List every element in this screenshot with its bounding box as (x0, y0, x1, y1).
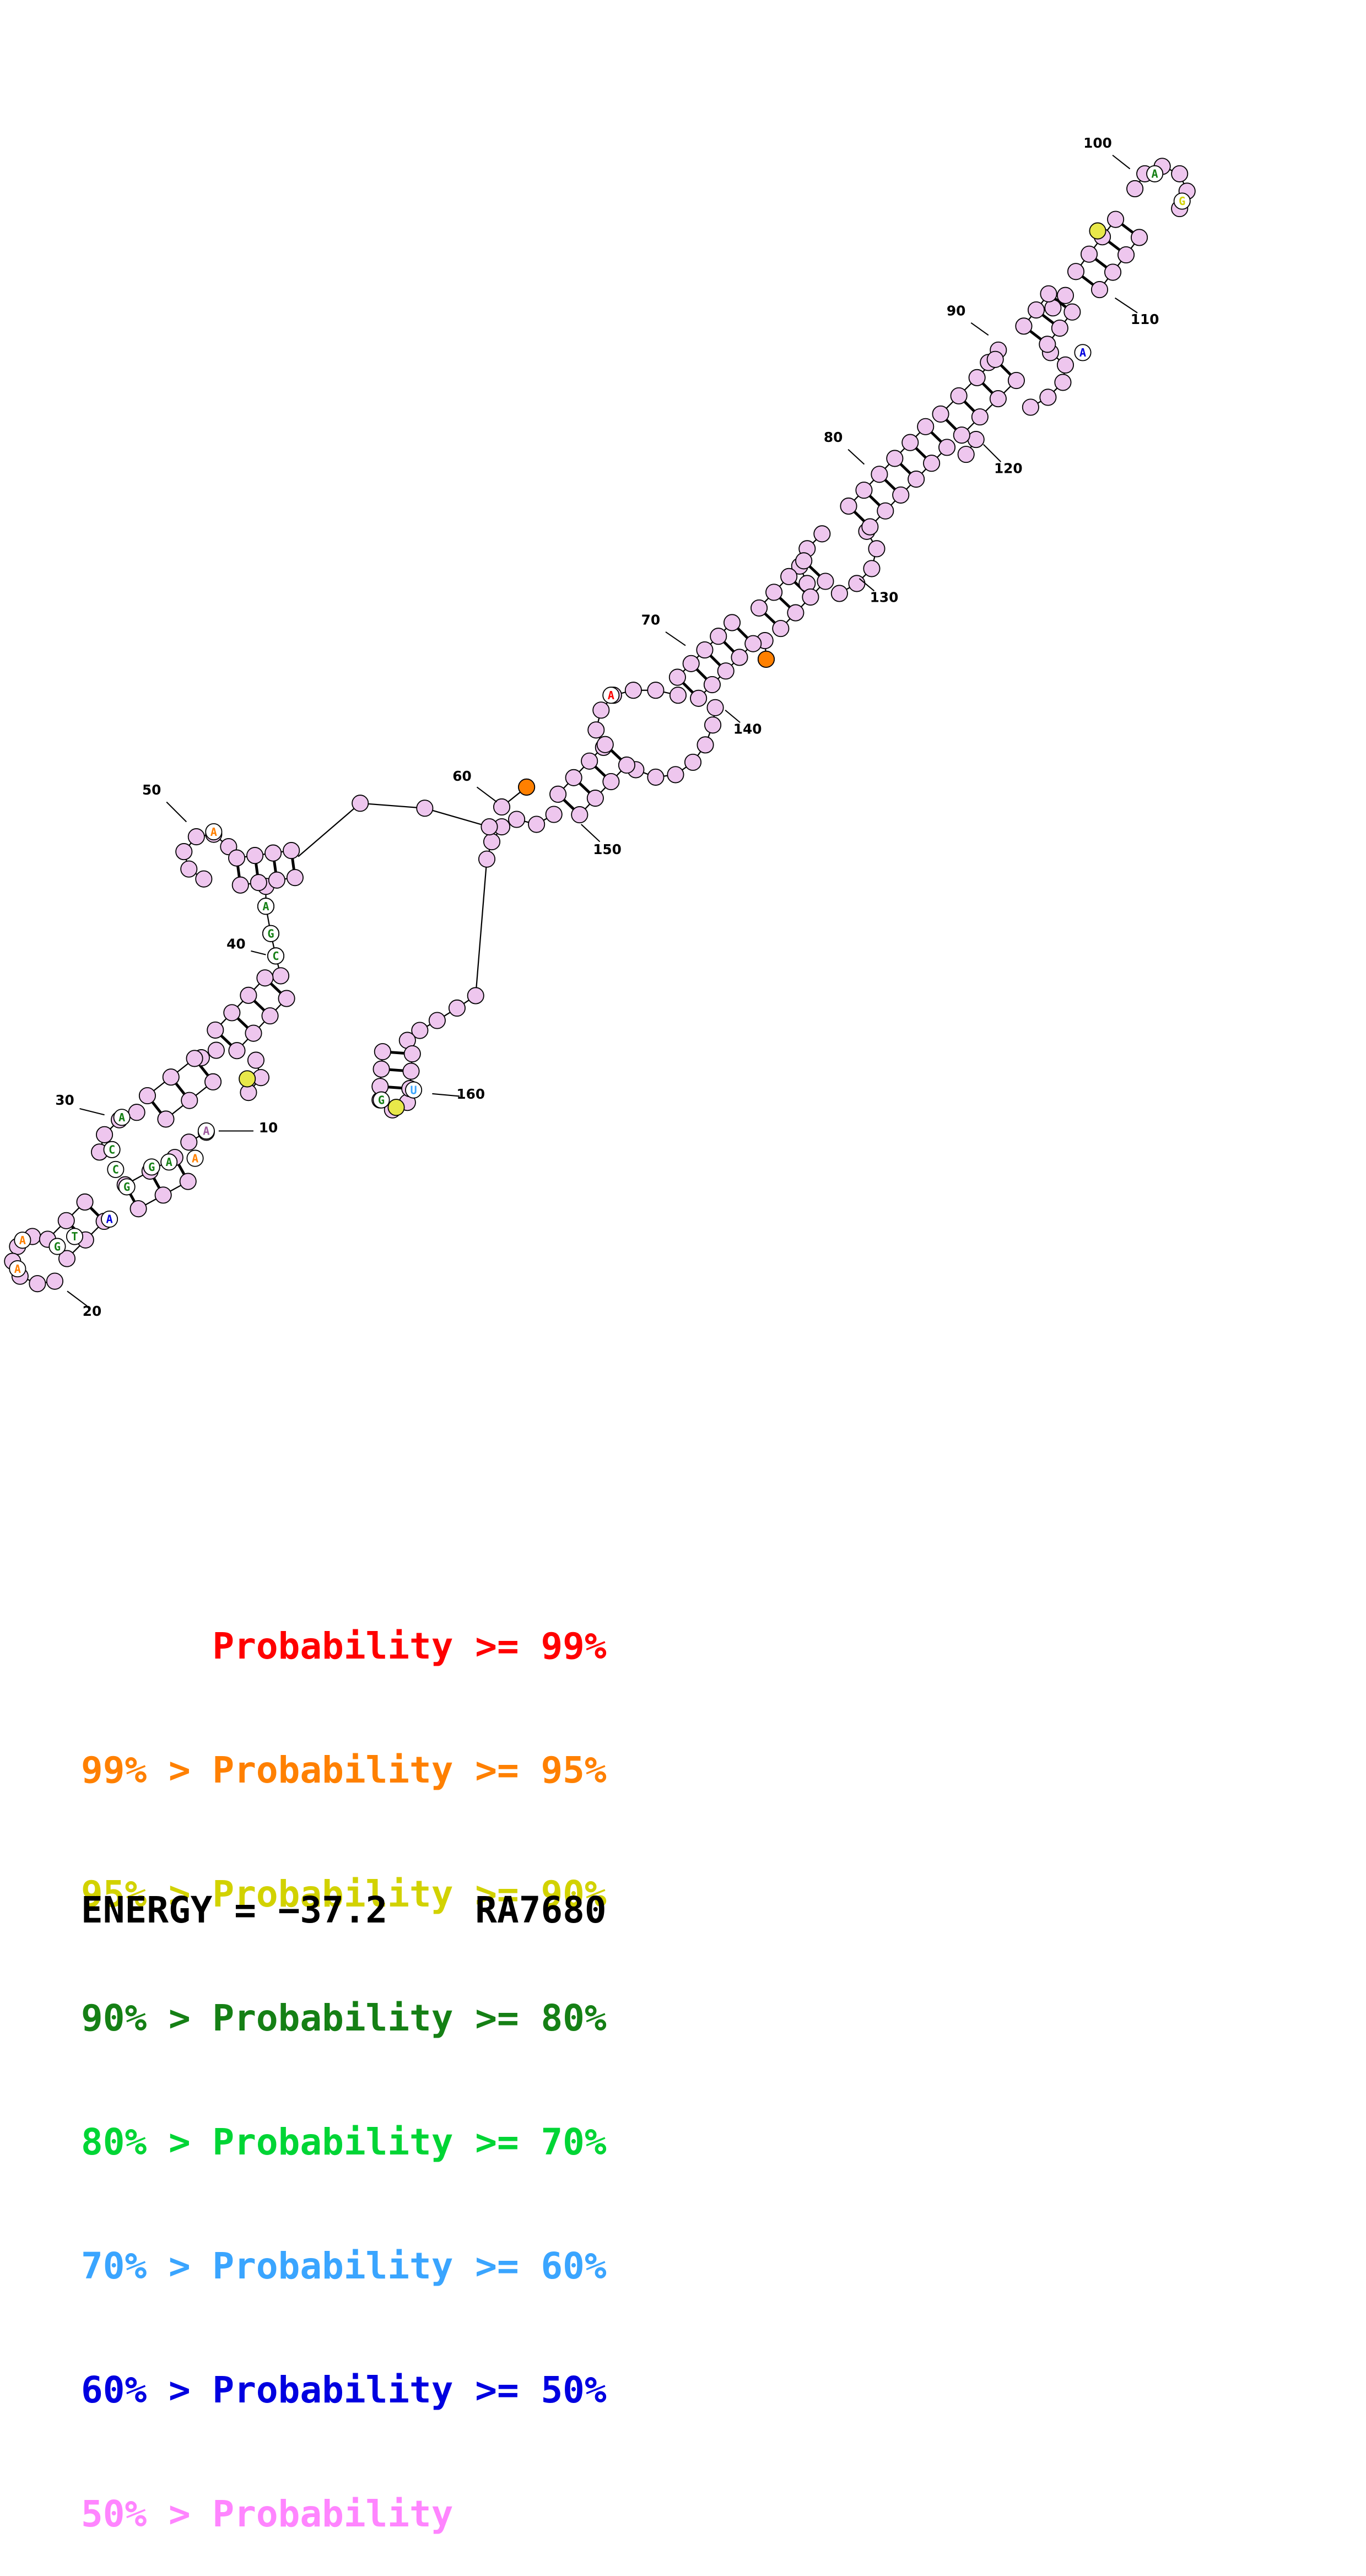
svg-text:80: 80 (824, 429, 843, 445)
legend-line-90: 95% > Probability >= 90% (81, 1873, 607, 1915)
svg-text:A: A (19, 1234, 26, 1247)
legend-line-80: 90% > Probability >= 80% (81, 1997, 607, 2039)
svg-text:150: 150 (593, 841, 622, 857)
probability-legend: Probability >= 99% 99% > Probability >= … (81, 1543, 607, 2576)
svg-text:A: A (608, 689, 614, 702)
svg-text:A: A (1152, 168, 1158, 181)
svg-text:G: G (54, 1240, 61, 1253)
svg-text:90: 90 (947, 303, 965, 318)
svg-text:160: 160 (456, 1086, 485, 1102)
svg-text:130: 130 (870, 590, 899, 606)
svg-text:G: G (148, 1160, 155, 1174)
svg-text:70: 70 (641, 612, 660, 628)
svg-text:C: C (112, 1163, 119, 1176)
svg-text:G: G (378, 1093, 385, 1106)
svg-text:120: 120 (994, 460, 1023, 476)
legend-line-95: 99% > Probability >= 95% (81, 1749, 607, 1791)
legend-line-70: 80% > Probability >= 70% (81, 2121, 607, 2163)
svg-text:G: G (123, 1180, 130, 1194)
svg-text:A: A (118, 1111, 125, 1124)
svg-text:140: 140 (733, 721, 762, 737)
svg-text:10: 10 (259, 1120, 278, 1136)
svg-text:A: A (1079, 346, 1086, 359)
energy-readout: ENERGY = −37.2 RA7680 (81, 1889, 607, 1931)
legend-line-60: 70% > Probability >= 60% (81, 2245, 607, 2287)
svg-text:U: U (410, 1083, 417, 1097)
svg-text:50: 50 (142, 782, 161, 798)
svg-text:A: A (166, 1155, 172, 1169)
svg-text:A: A (203, 1125, 209, 1138)
svg-text:C: C (109, 1143, 115, 1157)
legend-line-50: 60% > Probability >= 50% (81, 2369, 607, 2411)
svg-text:60: 60 (452, 768, 471, 784)
svg-text:A: A (262, 900, 269, 913)
svg-text:30: 30 (55, 1092, 74, 1108)
legend-line-below50: 50% > Probability (81, 2493, 453, 2535)
legend-line-99: Probability >= 99% (81, 1625, 607, 1667)
svg-text:G: G (267, 927, 274, 941)
svg-text:110: 110 (1131, 311, 1159, 327)
svg-text:A: A (106, 1213, 112, 1226)
svg-text:A: A (14, 1262, 21, 1276)
svg-text:100: 100 (1083, 135, 1112, 151)
svg-text:A: A (192, 1152, 198, 1165)
svg-text:20: 20 (83, 1303, 101, 1319)
svg-text:A: A (210, 825, 217, 839)
svg-text:C: C (272, 949, 279, 963)
svg-text:T: T (71, 1230, 78, 1243)
svg-text:40: 40 (226, 936, 245, 952)
svg-text:G: G (1179, 195, 1185, 208)
